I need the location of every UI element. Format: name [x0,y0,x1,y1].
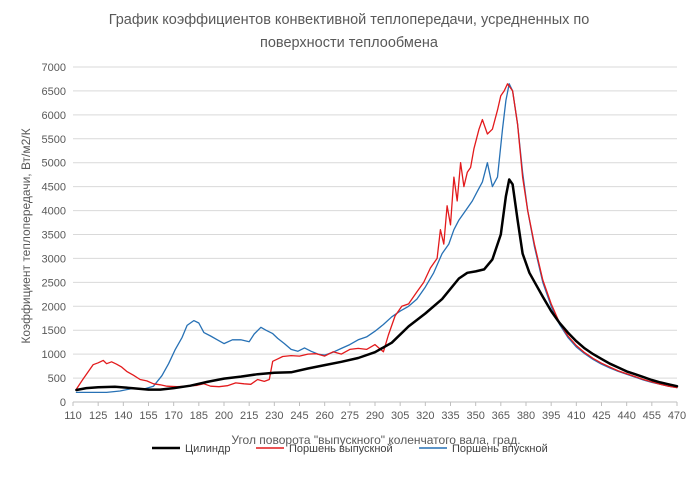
x-tick-label: 245 [290,410,308,422]
x-tick-label: 125 [89,410,107,422]
y-tick-label: 5500 [42,134,66,146]
x-tick-label: 110 [64,410,82,422]
y-tick-label: 6000 [42,110,66,122]
x-tick-label: 290 [366,410,384,422]
y-tick-label: 4500 [42,182,66,194]
y-tick-label: 3500 [42,230,66,242]
series-line-2 [75,83,678,390]
y-tick-label: 2500 [42,277,66,289]
chart-title-line-2: поверхности теплообмена [260,35,439,51]
x-tick-label: 395 [542,410,560,422]
y-tick-label: 6500 [42,86,66,98]
x-tick-label: 455 [643,410,661,422]
legend-label-3: Поршень впускной [452,443,548,455]
x-tick-label: 170 [164,410,182,422]
x-tick-label: 305 [391,410,409,422]
series-lines [75,83,679,394]
gridlines [73,66,677,379]
y-tick-label: 500 [48,373,66,385]
x-tick-label: 185 [190,410,208,422]
x-tick-label: 380 [517,410,535,422]
y-tick-label: 1500 [42,325,66,337]
x-tick-label: 215 [240,410,258,422]
x-tick-label: 410 [567,410,585,422]
legend-label-1: Цилиндр [185,443,230,455]
x-axis-title: Угол поворота "выпускного" коленчатого в… [231,433,520,447]
y-tick-label: 1000 [42,349,66,361]
x-tick-label: 320 [416,410,434,422]
axes: 0 500 1000 1500 2000 2500 3000 3500 4000 4500 5000… [42,62,687,422]
series-line-1 [75,178,679,392]
y-tick-label: 3000 [42,253,66,265]
x-tick-label: 425 [592,410,610,422]
x-tick-label: 350 [466,410,484,422]
x-tick-label: 260 [315,410,333,422]
legend-label-2: Поршень выпускной [289,443,393,455]
y-tick-label: 4000 [42,206,66,218]
y-tick-label: 0 [60,397,66,409]
x-tick-label: 230 [265,410,283,422]
x-tick-label: 155 [139,410,157,422]
chart-title-line-1: График коэффициентов конвективной теплоп… [109,12,590,28]
y-tick-label: 2000 [42,301,66,313]
x-tick-label: 365 [492,410,510,422]
y-axis-title: Коэффициент теплопередачи, Вт/м2/К [19,128,33,343]
y-tick-label: 5000 [42,158,66,170]
x-tick-label: 470 [668,410,686,422]
x-tick-label: 200 [215,410,233,422]
legend: Цилиндр Поршень выпускной Поршень впускной [152,443,548,455]
x-tick-label: 440 [617,410,635,422]
x-tick-label: 335 [441,410,459,422]
x-tick-label: 275 [341,410,359,422]
y-tick-label: 7000 [42,62,66,74]
x-tick-label: 140 [114,410,132,422]
